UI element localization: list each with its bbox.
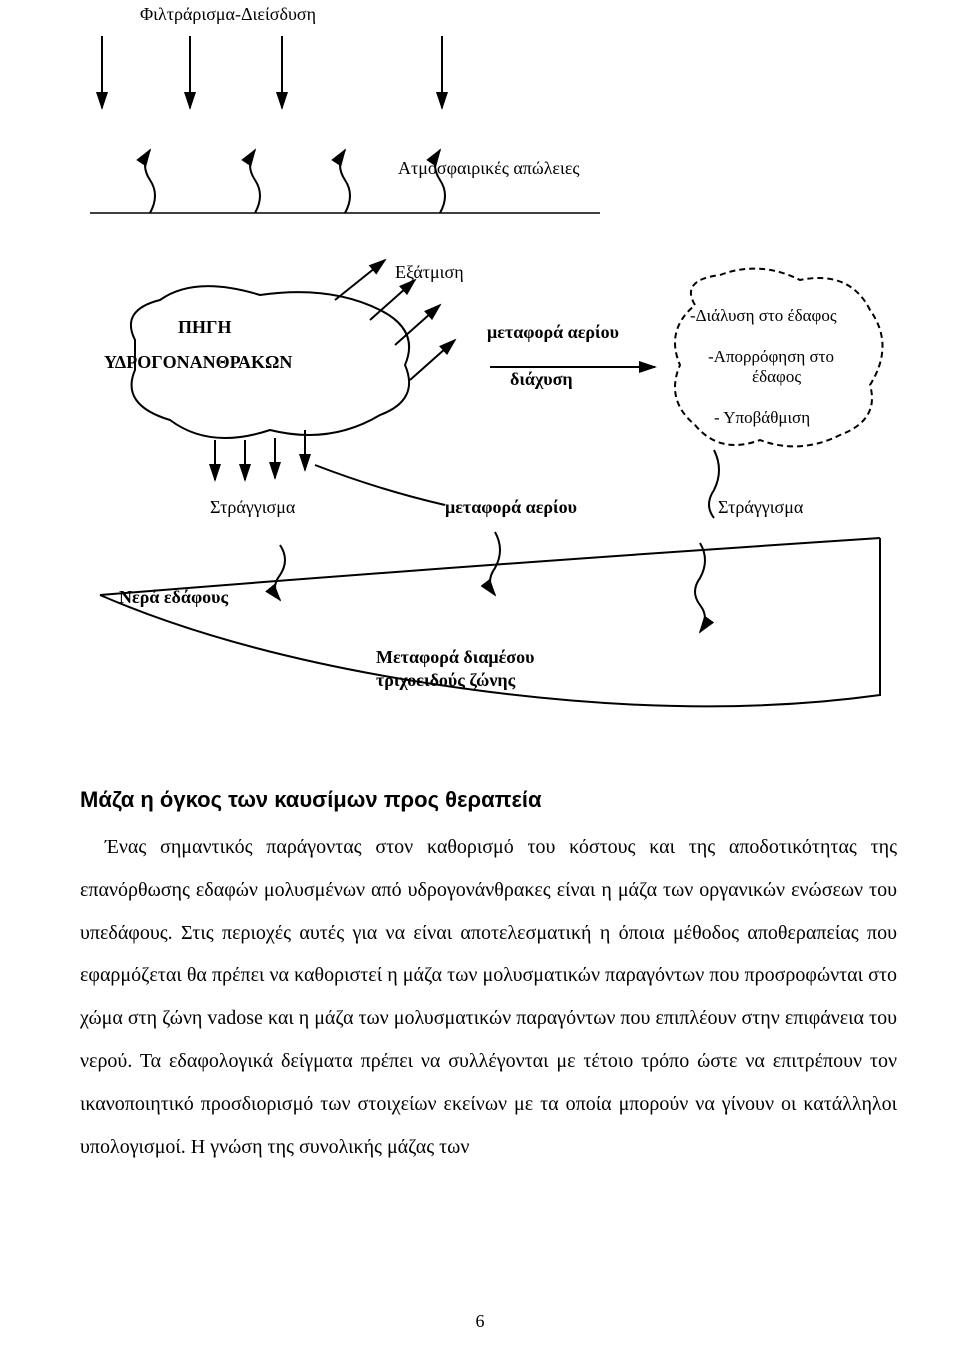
- label-drainage-left: Στράγγισμα: [210, 497, 295, 518]
- drainage-flow-curve: [315, 465, 445, 505]
- label-soil-absorption-1: -Απορρόφηση στο: [708, 347, 834, 367]
- label-drainage-right: Στράγγισμα: [718, 497, 803, 518]
- hydrocarbon-diagram: [0, 0, 960, 760]
- label-infiltration: Φιλτράρισμα-Διείσδυση: [140, 4, 316, 25]
- label-gas-transport-1: μεταφορά αερίου: [487, 322, 619, 343]
- label-diffusion: διάχυση: [510, 369, 573, 390]
- body-paragraph: Ένας σημαντικός παράγοντας στον καθορισμ…: [80, 826, 897, 1168]
- label-degradation: - Υποβάθμιση: [714, 408, 810, 428]
- page: Φιλτράρισμα-Διείσδυση Ατμοσφαιρικές απώλ…: [0, 0, 960, 1346]
- label-soil-absorption-2: έδαφος: [752, 367, 801, 387]
- label-soil-water: Νερά εδάφους: [119, 587, 228, 608]
- capillary-arrows: [275, 532, 705, 632]
- label-atmospheric-loss: Ατμοσφαιρικές απώλειες: [398, 158, 580, 179]
- label-capillary-1: Μεταφορά διαμέσου: [376, 647, 534, 668]
- label-evaporation: Εξάτμιση: [395, 262, 464, 283]
- label-soil-dissolution: -Διάλυση στο έδαφος: [690, 306, 837, 326]
- page-number: 6: [0, 1311, 960, 1332]
- label-gas-transport-2: μεταφορά αερίου: [445, 497, 577, 518]
- label-capillary-2: τριχοειδούς ζώνης: [376, 670, 515, 691]
- label-source-2: ΥΔΡΟΓΟΝΑΝΘΡΑΚΩΝ: [104, 352, 292, 373]
- label-source-1: ΠΗΓΗ: [178, 317, 231, 338]
- infiltration-arrows: [102, 36, 442, 108]
- section-heading: Μάζα η όγκος των καυσίμων προς θεραπεία: [80, 787, 542, 813]
